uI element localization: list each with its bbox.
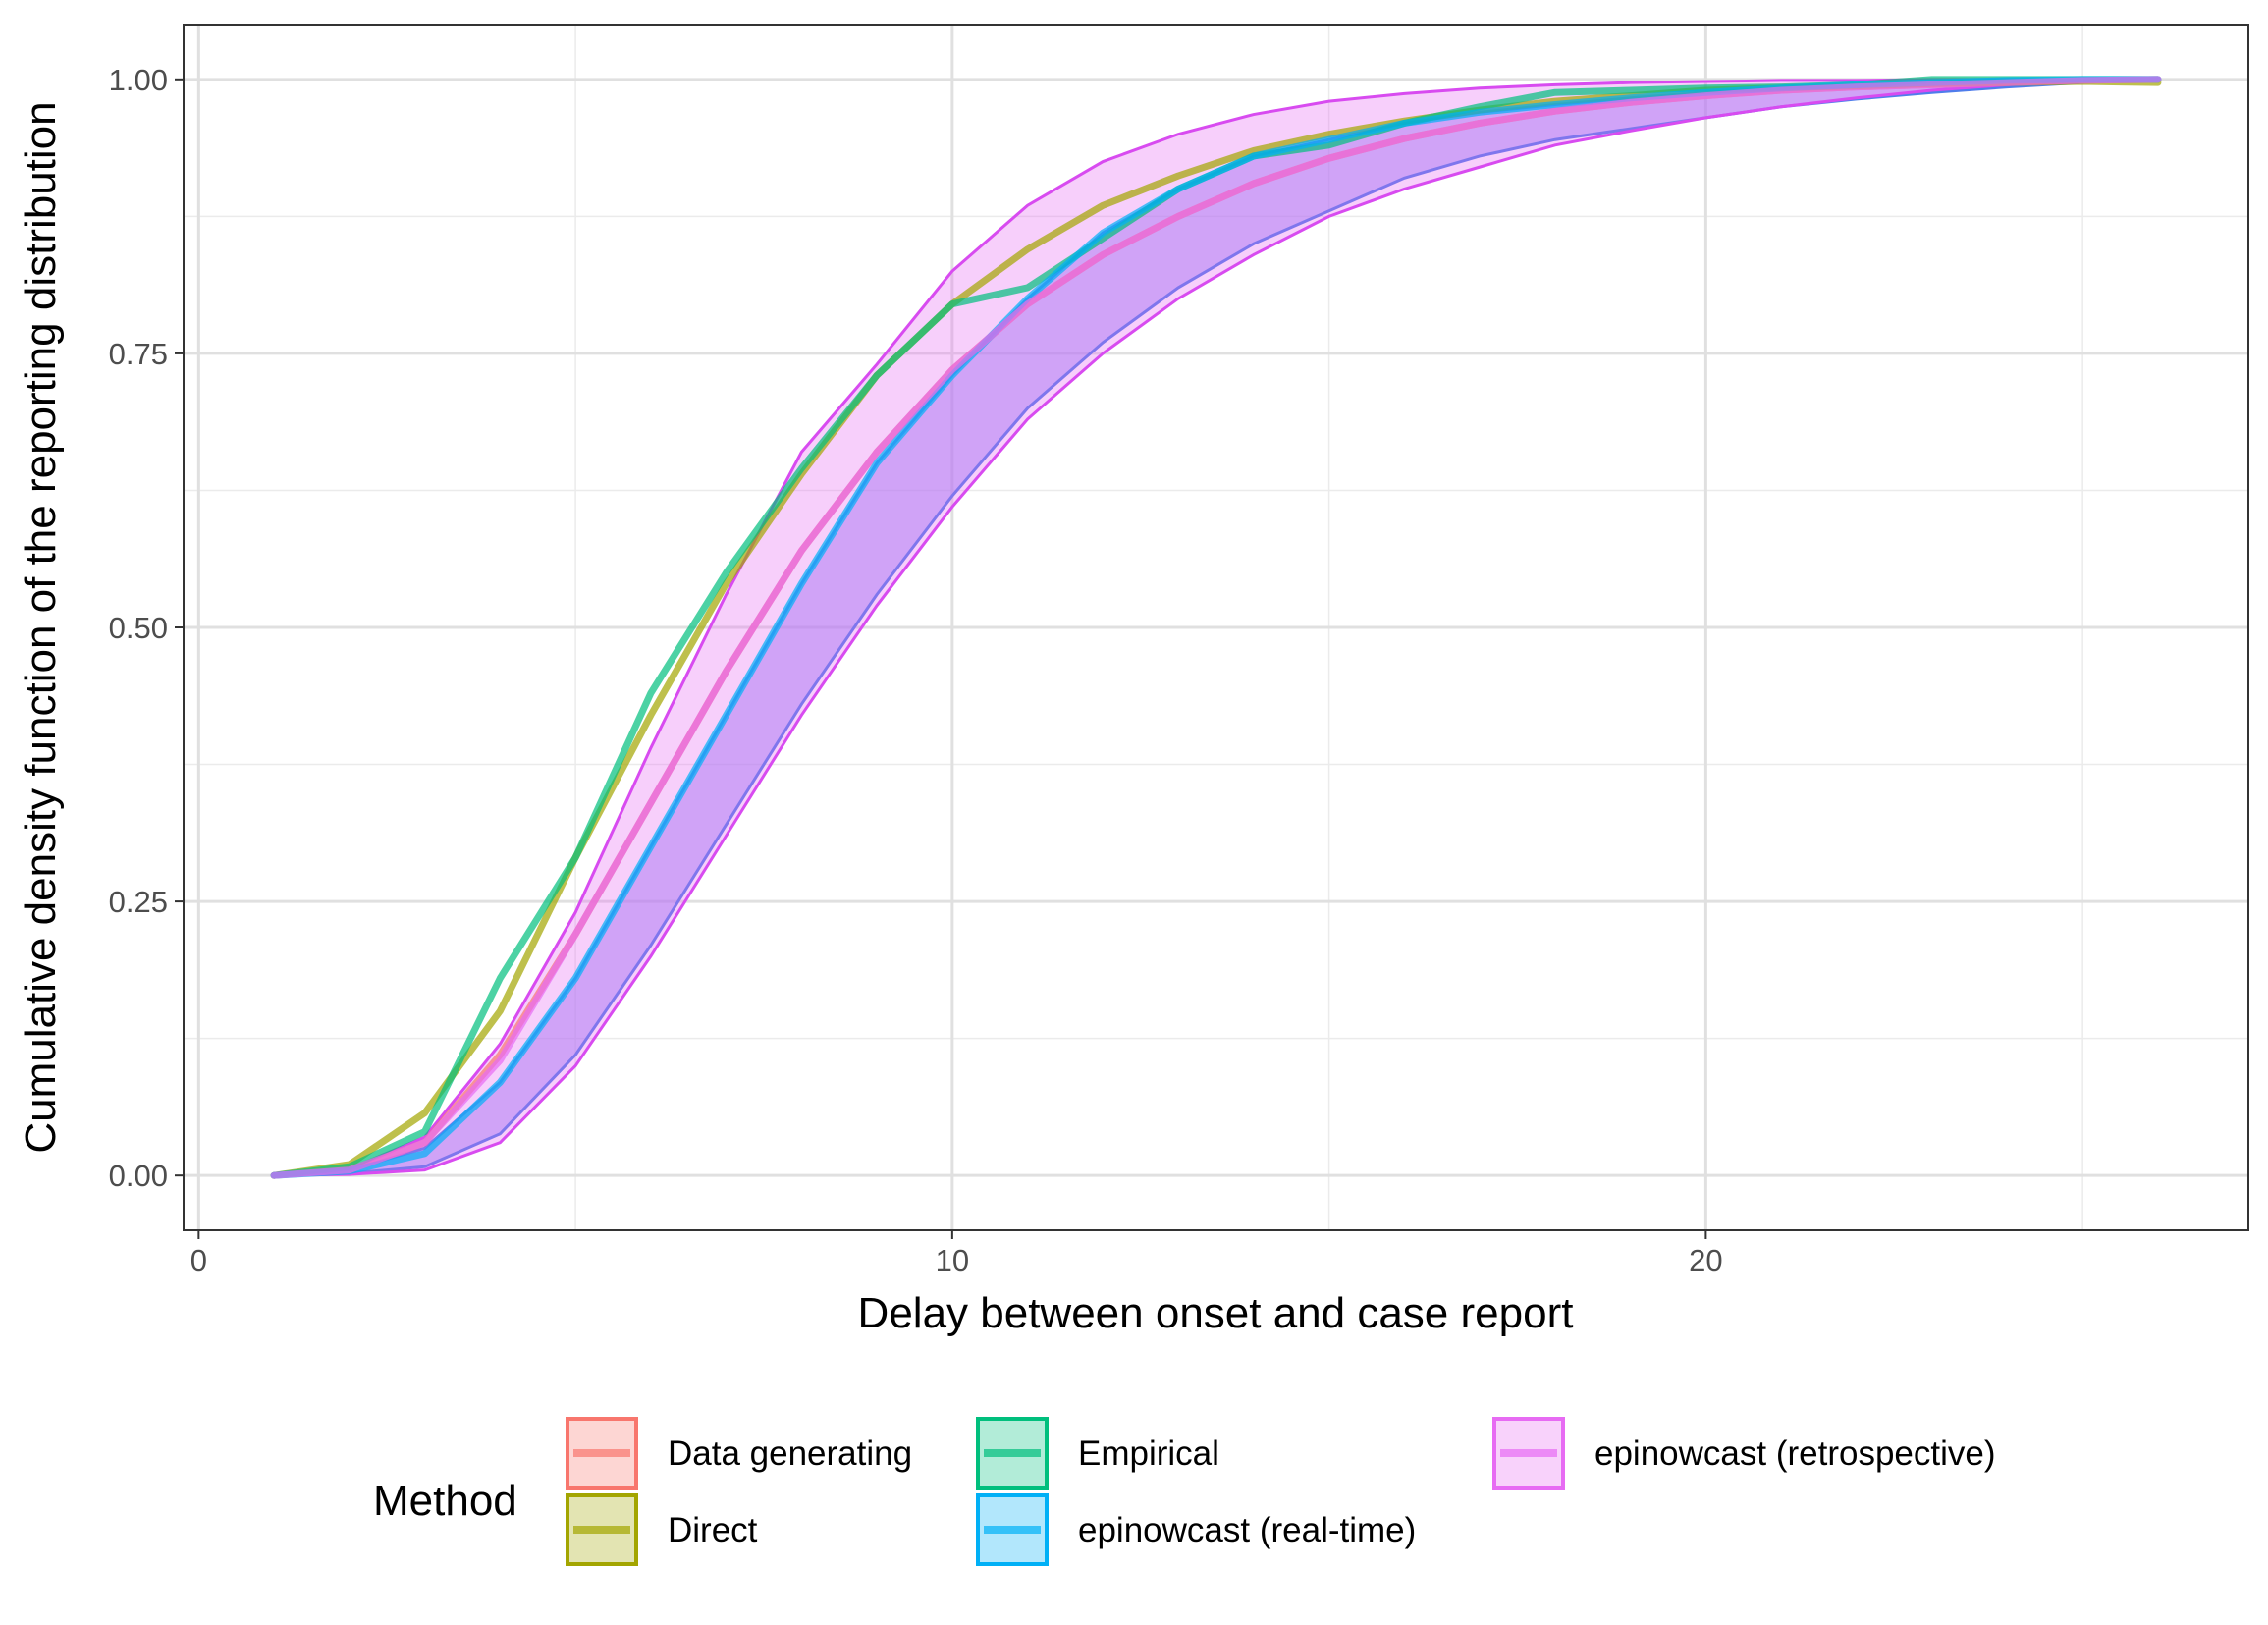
legend-label: Empirical bbox=[1078, 1435, 1219, 1473]
x-axis-title: Delay between onset and case report bbox=[858, 1289, 1574, 1337]
ribbon-upper-epinowcast-retrospective bbox=[273, 78, 2158, 1177]
ribbon-lower-epinowcast-retrospective bbox=[274, 78, 2158, 1177]
y-tick-label: 0.25 bbox=[109, 885, 168, 919]
grid-major bbox=[184, 25, 2248, 1230]
legend-item-epinowcast-real-time: epinowcast (real-time) bbox=[976, 1493, 1416, 1566]
y-tick-label: 1.00 bbox=[109, 63, 168, 97]
x-axis: 0 10 20 bbox=[190, 1230, 1723, 1277]
legend: Method Data generating Direct Empirical epi… bbox=[373, 1417, 1996, 1566]
y-axis: 0.00 0.25 0.50 0.75 1.00 bbox=[109, 63, 184, 1193]
legend-item-empirical: Empirical bbox=[976, 1417, 1219, 1490]
legend-item-data-generating: Data generating bbox=[566, 1417, 912, 1490]
legend-label: Direct bbox=[668, 1511, 758, 1549]
y-axis-title: Cumulative density function of the repor… bbox=[17, 101, 65, 1153]
legend-item-epinowcast-retrospective: epinowcast (retrospective) bbox=[1492, 1417, 1996, 1490]
legend-label: epinowcast (real-time) bbox=[1078, 1511, 1416, 1549]
legend-item-direct: Direct bbox=[566, 1493, 758, 1566]
legend-label: epinowcast (retrospective) bbox=[1594, 1435, 1996, 1473]
y-tick-label: 0.50 bbox=[109, 611, 168, 645]
x-tick-label: 20 bbox=[1689, 1243, 1722, 1277]
legend-title: Method bbox=[373, 1477, 517, 1525]
legend-label: Data generating bbox=[668, 1435, 912, 1473]
x-tick-label: 10 bbox=[936, 1243, 969, 1277]
y-tick-label: 0.75 bbox=[109, 337, 168, 371]
series-line-epinowcast-retrospective bbox=[270, 76, 2162, 1179]
x-tick-label: 0 bbox=[190, 1243, 207, 1277]
y-tick-label: 0.00 bbox=[109, 1159, 168, 1193]
series-lines bbox=[270, 76, 2162, 1179]
